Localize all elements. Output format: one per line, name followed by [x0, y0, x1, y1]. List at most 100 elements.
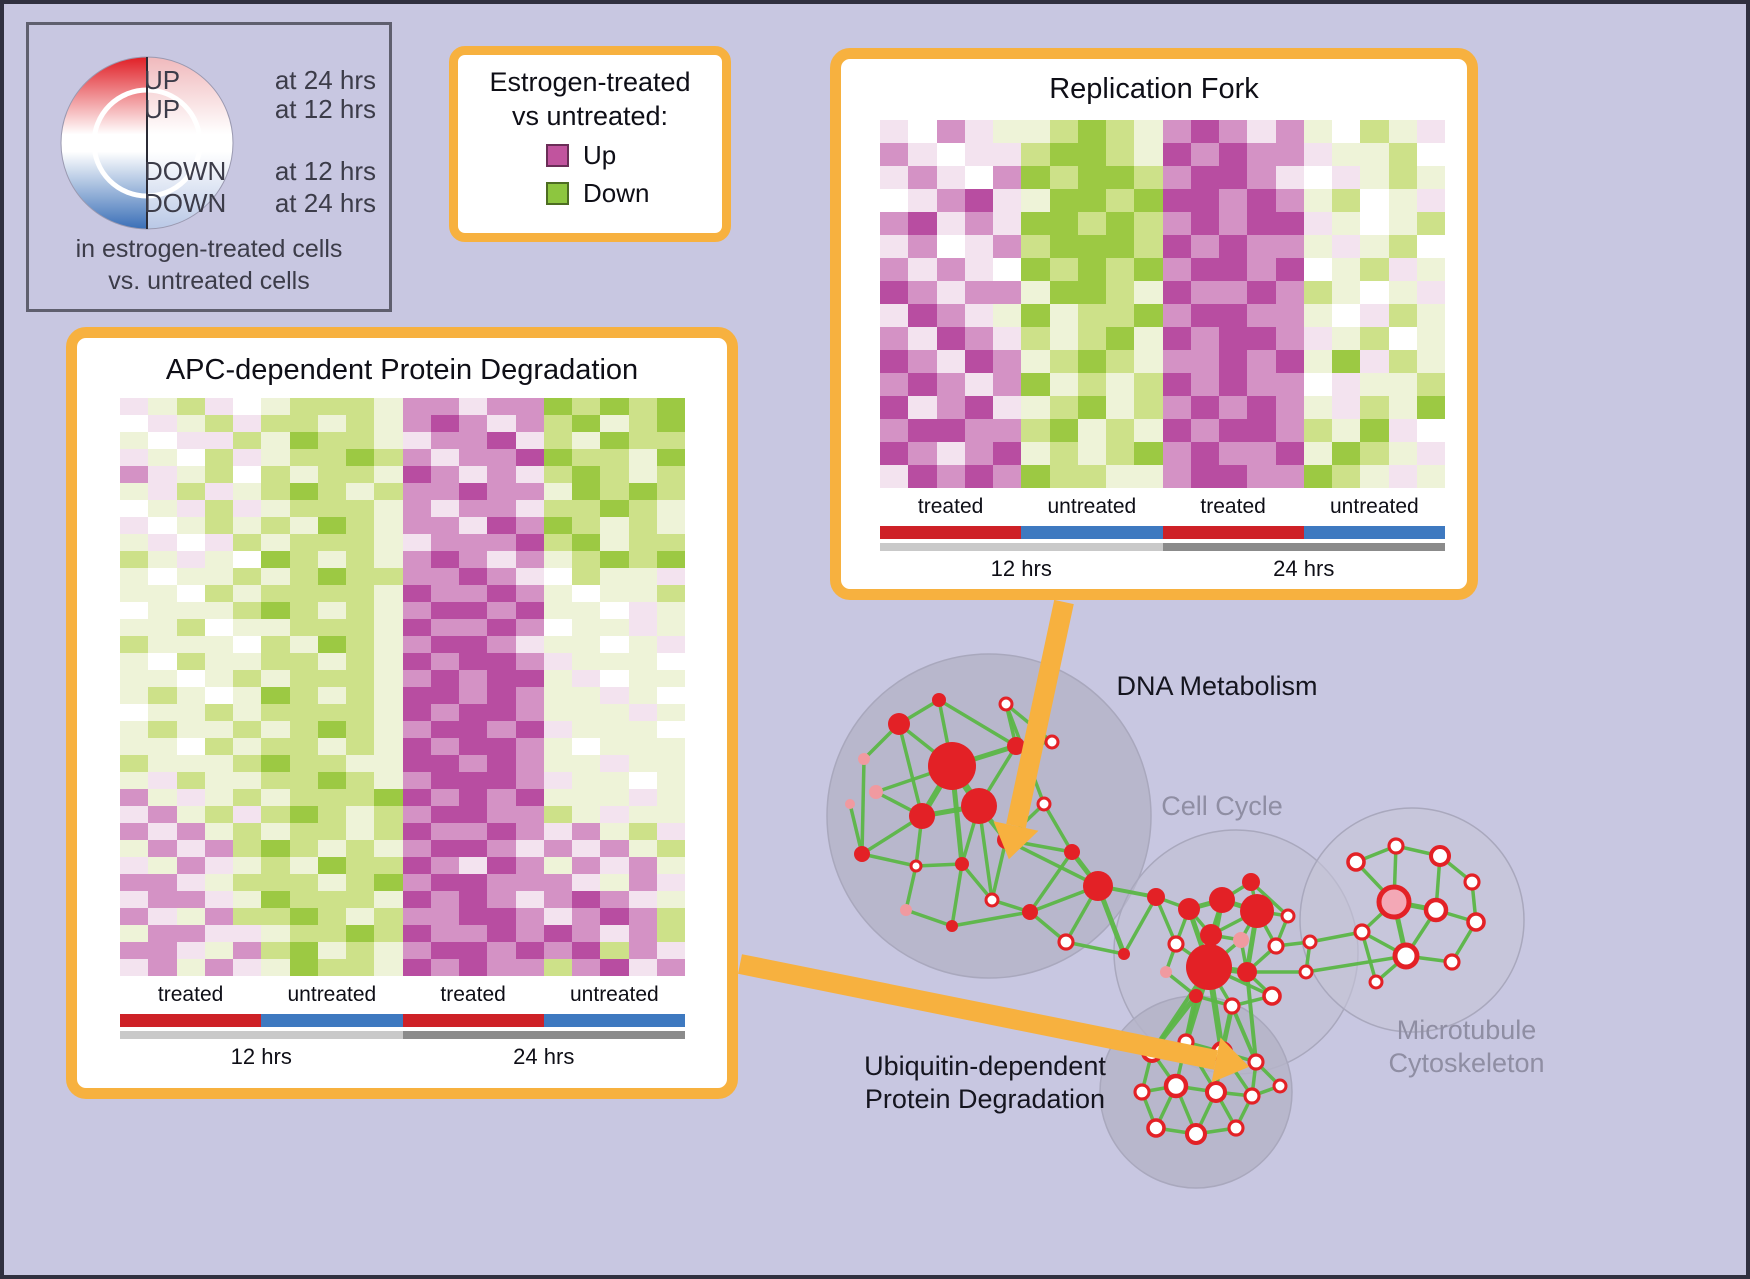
- heatmap-cell: [1077, 212, 1106, 235]
- heatmap-cell: [1416, 419, 1445, 442]
- heatmap-cell: [487, 891, 516, 908]
- heatmap-cell: [233, 908, 262, 925]
- heatmap-cell: [1190, 304, 1219, 327]
- heatmap-cell: [402, 653, 431, 670]
- network-node-a9: [909, 859, 923, 873]
- heatmap-cell: [880, 235, 909, 258]
- heatmap-cell: [459, 721, 488, 738]
- heatmap-cell: [261, 721, 290, 738]
- heatmap-cell: [1332, 304, 1361, 327]
- network-edge: [1174, 1085, 1198, 1135]
- heatmap-cell: [289, 619, 318, 636]
- heatmap-cell: [317, 823, 346, 840]
- heatmap-cell: [936, 281, 965, 304]
- heatmap-cell: [600, 602, 629, 619]
- heatmap-cell: [572, 568, 601, 585]
- heatmap-cell: [346, 670, 375, 687]
- heatmap-cell: [1332, 396, 1361, 419]
- heatmap-cell: [176, 432, 205, 449]
- heatmap-cell: [459, 738, 488, 755]
- heatmap-cell: [993, 396, 1022, 419]
- heatmap-cell: [1219, 258, 1248, 281]
- heatmap-cell: [430, 517, 459, 534]
- heatmap-cell: [1077, 258, 1106, 281]
- legend-caption-line2: vs. untreated cells: [108, 267, 310, 295]
- network-edge: [1355, 844, 1397, 864]
- network-edge: [938, 698, 1017, 748]
- heatmap-cell: [176, 585, 205, 602]
- heatmap-cell: [317, 925, 346, 942]
- heatmap-cell: [176, 823, 205, 840]
- heatmap-cell: [459, 653, 488, 670]
- heatmap-cell: [120, 925, 149, 942]
- heatmap-cell: [1049, 235, 1078, 258]
- heatmap-cell: [880, 373, 909, 396]
- heatmap-cell: [656, 840, 685, 857]
- network-node-b13: [1302, 934, 1318, 950]
- heatmap-cell: [1134, 327, 1163, 350]
- network-edge: [1275, 940, 1311, 948]
- legend-dir: UP: [144, 64, 181, 95]
- heatmap-cell: [656, 619, 685, 636]
- heatmap-cell: [572, 772, 601, 789]
- heatmap-cell: [1303, 373, 1332, 396]
- heatmap-cell: [1190, 350, 1219, 373]
- heatmap-cell: [487, 704, 516, 721]
- heatmap-cell: [261, 500, 290, 517]
- heatmap-cell: [515, 653, 544, 670]
- heatmap-cell: [1275, 212, 1304, 235]
- heatmap-cell: [459, 755, 488, 772]
- heatmap-cell: [204, 432, 233, 449]
- heatmap-cell: [1247, 304, 1276, 327]
- heatmap-cell: [176, 772, 205, 789]
- heatmap-cell: [1275, 235, 1304, 258]
- heatmap-cell: [176, 789, 205, 806]
- heatmap-cell: [628, 942, 657, 959]
- network-node-a3: [961, 788, 997, 824]
- heatmap-cell: [1049, 212, 1078, 235]
- heatmap-cell: [204, 789, 233, 806]
- heatmap-cell: [628, 568, 657, 585]
- heatmap-cell: [936, 166, 965, 189]
- heatmap-cell: [402, 432, 431, 449]
- heatmap-cell: [656, 942, 685, 959]
- heatmap-cell: [600, 517, 629, 534]
- heatmap-cell: [289, 789, 318, 806]
- heatmap-cell: [543, 449, 572, 466]
- heatmap-cell: [1049, 442, 1078, 465]
- heatmap-cell: [176, 551, 205, 568]
- heatmap-cell: [204, 874, 233, 891]
- heatmap-cell: [543, 721, 572, 738]
- network-edge: [1154, 896, 1178, 945]
- heatmap-cell: [148, 925, 177, 942]
- heatmap-cell: [572, 432, 601, 449]
- heatmap-cell: [487, 517, 516, 534]
- network-edge: [1195, 1126, 1237, 1136]
- heatmap-cell: [233, 449, 262, 466]
- heatmap-cell: [628, 959, 657, 976]
- heatmap-cell: [908, 373, 937, 396]
- heatmap-cell: [176, 891, 205, 908]
- heatmap-cell: [176, 687, 205, 704]
- heatmap-cell: [204, 823, 233, 840]
- network-node-b4: [1242, 873, 1260, 891]
- heatmap-cell: [346, 925, 375, 942]
- heatmap-cell: [1275, 166, 1304, 189]
- heatmap-cell: [1219, 281, 1248, 304]
- heatmap-cell: [1219, 166, 1248, 189]
- heatmap-cell: [1162, 258, 1191, 281]
- heatmap-cell: [233, 738, 262, 755]
- heatmap-cell: [600, 398, 629, 415]
- apc-panel: APC-dependent Protein Degradation treate…: [66, 327, 738, 1099]
- heatmap-cell: [1021, 419, 1050, 442]
- heatmap-cell: [459, 840, 488, 857]
- network-edge: [1208, 964, 1248, 975]
- heatmap-cell: [176, 517, 205, 534]
- heatmap-cell: [600, 551, 629, 568]
- heatmap-cell: [402, 806, 431, 823]
- network-edge: [1151, 1040, 1187, 1054]
- network-node-a13: [1064, 844, 1080, 860]
- network-edge: [950, 863, 964, 927]
- heatmap-cell: [1077, 304, 1106, 327]
- heatmap-cell: [1388, 327, 1417, 350]
